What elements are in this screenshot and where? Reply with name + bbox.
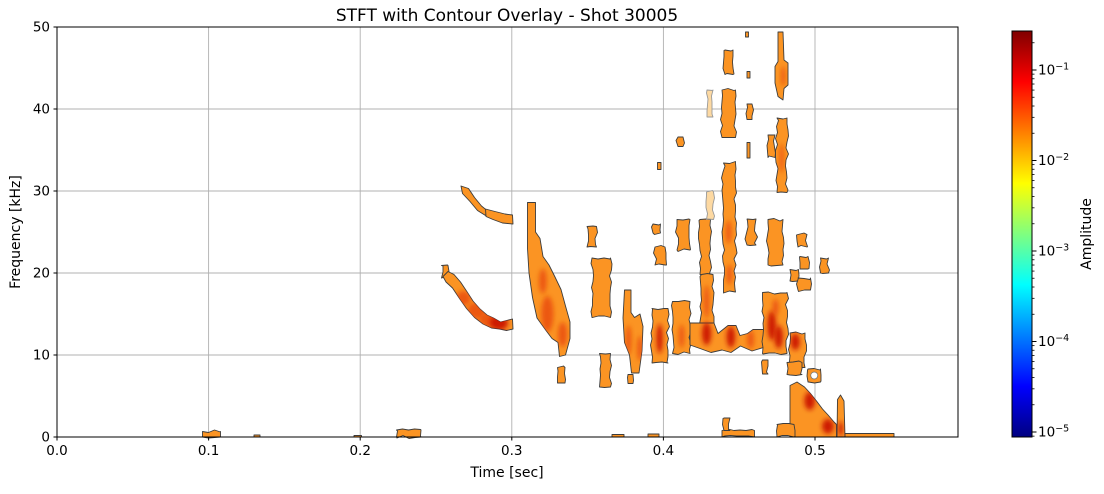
amplitude-hotspot bbox=[838, 421, 844, 437]
amplitude-hotspot bbox=[725, 220, 732, 244]
x-tick-label: 0.4 bbox=[653, 443, 674, 459]
amplitude-hotspot bbox=[790, 333, 800, 351]
contour-hotspots bbox=[455, 66, 844, 437]
amplitude-hotspot bbox=[767, 310, 777, 341]
amplitude-hotspot bbox=[747, 330, 754, 349]
contour-blob bbox=[720, 88, 737, 138]
contour-blob bbox=[745, 103, 754, 120]
y-tick-label: 0 bbox=[41, 430, 50, 446]
contour-blob bbox=[746, 71, 751, 79]
amplitude-hotspot bbox=[702, 322, 712, 346]
grid-lines bbox=[56, 26, 958, 438]
contour-holes bbox=[810, 371, 819, 380]
contour-blob bbox=[675, 218, 691, 252]
x-axis-label: Time [sec] bbox=[469, 465, 543, 481]
contour-blobs bbox=[202, 31, 895, 439]
contour-blob bbox=[744, 218, 758, 246]
contour-blob bbox=[786, 360, 803, 376]
amplitude-hotspot bbox=[804, 391, 815, 410]
contour-blob bbox=[799, 256, 810, 270]
contour-blob bbox=[722, 417, 731, 431]
x-tick-label: 0.5 bbox=[804, 443, 825, 459]
y-tick-label: 10 bbox=[33, 348, 50, 364]
y-tick-label: 50 bbox=[33, 20, 50, 36]
y-tick-labels: 0 10 20 30 40 50 bbox=[33, 20, 50, 446]
colorbar-ticks bbox=[1032, 42, 1037, 437]
contour-blob bbox=[627, 374, 634, 384]
y-tick-label: 30 bbox=[33, 184, 50, 200]
contour-blob bbox=[527, 202, 571, 357]
contour-blob bbox=[698, 218, 712, 276]
colorbar bbox=[1011, 30, 1033, 438]
amplitude-hotspot bbox=[772, 299, 779, 316]
amplitude-hotspot bbox=[541, 295, 554, 333]
contour-blob bbox=[485, 208, 514, 225]
contour-blob bbox=[651, 223, 661, 235]
contour-blob bbox=[460, 185, 488, 216]
contour-blob bbox=[657, 162, 662, 170]
contour-blob bbox=[590, 257, 613, 318]
contour-blob bbox=[442, 271, 514, 331]
contour-blob bbox=[705, 190, 715, 220]
contour-blob bbox=[599, 353, 612, 388]
amplitude-hotspot bbox=[637, 336, 643, 361]
amplitude-hotspot bbox=[539, 268, 547, 294]
contour-blob bbox=[557, 365, 566, 384]
contour-blob bbox=[706, 89, 714, 118]
amplitude-hotspot bbox=[703, 285, 710, 319]
contour-blob bbox=[796, 277, 812, 292]
contour-blob bbox=[766, 218, 785, 267]
contour-blob bbox=[819, 257, 830, 274]
x-tick-label: 0.1 bbox=[198, 443, 219, 459]
amplitude-hotspot bbox=[455, 291, 471, 306]
amplitude-hotspot bbox=[625, 325, 632, 355]
colorbar-tick-label: 10−1 bbox=[1038, 62, 1069, 79]
contour-blob bbox=[774, 31, 789, 101]
amplitude-hotspot bbox=[656, 323, 663, 354]
colorbar-tick-label: 10−5 bbox=[1038, 424, 1069, 441]
colorbar-tick-label: 10−4 bbox=[1038, 333, 1069, 350]
colorbar-tick-label: 10−2 bbox=[1038, 152, 1069, 169]
x-tick-label: 0.3 bbox=[501, 443, 522, 459]
amplitude-hotspot bbox=[779, 143, 784, 173]
contour-hole bbox=[810, 371, 819, 380]
contour-blob bbox=[722, 49, 735, 75]
colorbar-tick-label: 10−3 bbox=[1038, 243, 1069, 260]
contour-blob bbox=[675, 136, 685, 147]
amplitude-hotspot bbox=[774, 325, 783, 349]
y-tick-label: 40 bbox=[33, 102, 50, 118]
x-tick-labels: 0.0 0.1 0.2 0.3 0.4 0.5 bbox=[46, 443, 825, 459]
contour-blob bbox=[796, 232, 808, 248]
amplitude-hotspot bbox=[558, 322, 568, 347]
contour-blob bbox=[746, 142, 751, 159]
plot-title: STFT with Contour Overlay - Shot 30005 bbox=[336, 6, 678, 26]
contour-blob bbox=[844, 433, 895, 438]
amplitude-hotspot bbox=[726, 326, 736, 348]
amplitude-hotspot bbox=[678, 324, 685, 348]
contour-blob bbox=[776, 423, 796, 438]
contour-blob bbox=[586, 225, 598, 248]
axis-ticks bbox=[53, 26, 816, 441]
amplitude-hotspot bbox=[726, 264, 733, 285]
plot-area-border bbox=[56, 26, 959, 438]
colorbar-tick-labels: 10−1 10−2 10−3 10−4 10−5 bbox=[1038, 62, 1069, 441]
x-tick-label: 0.2 bbox=[349, 443, 370, 459]
contour-blob bbox=[766, 134, 776, 158]
y-tick-label: 20 bbox=[33, 266, 50, 282]
contour-blob bbox=[761, 359, 769, 375]
amplitude-hotspot bbox=[822, 418, 834, 434]
colorbar-label: Amplitude bbox=[1079, 198, 1095, 270]
contour-blob bbox=[745, 31, 749, 38]
amplitude-hotspot bbox=[781, 66, 786, 87]
y-axis-label: Frequency [kHz] bbox=[8, 175, 24, 289]
contour-blob bbox=[653, 245, 667, 266]
x-tick-label: 0.0 bbox=[46, 443, 67, 459]
